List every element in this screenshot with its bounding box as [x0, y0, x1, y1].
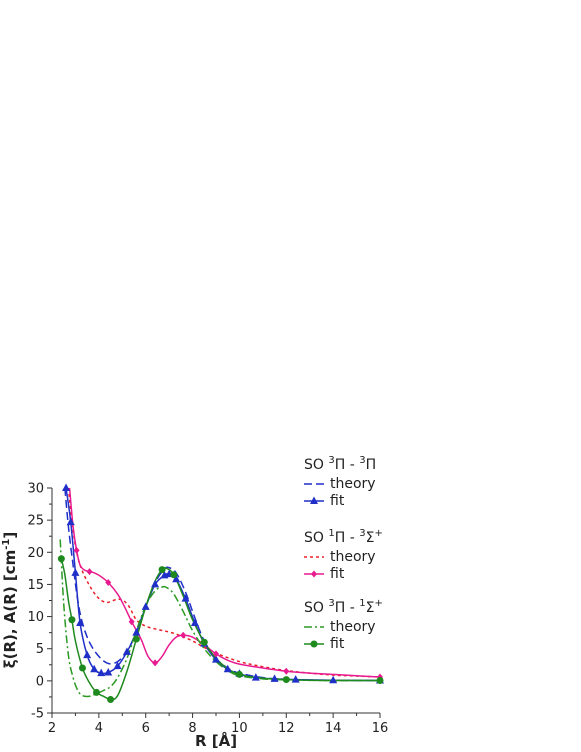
- series-0-fit-point: [62, 483, 71, 491]
- series-2-fit-point: [78, 664, 86, 672]
- series-0-fit-point: [104, 668, 113, 676]
- series-0-fit-point: [270, 674, 279, 682]
- x-tick-label: 16: [372, 721, 389, 736]
- series-2-theory-line: [59, 539, 380, 698]
- y-tick-label: 5: [36, 642, 44, 657]
- series-1-fit-point: [152, 659, 159, 667]
- series-0-fit-point: [83, 650, 92, 659]
- series-0-fit-point: [291, 675, 300, 683]
- legend-fit-label: fit: [330, 636, 345, 652]
- series-0-fit-point: [76, 618, 85, 626]
- series-2-fit-point: [158, 566, 166, 574]
- series-1-fit-point: [73, 546, 80, 554]
- legend-fit-marker: [311, 570, 317, 578]
- series-2-fit-point: [68, 616, 76, 624]
- markers-layer: [57, 483, 384, 703]
- series-0-fit-point: [141, 602, 150, 610]
- series-0-fit-point: [172, 574, 181, 583]
- y-tick-label: 15: [27, 578, 44, 593]
- series-2-fit-point: [170, 571, 178, 579]
- x-tick-label: 4: [95, 721, 103, 736]
- series-0-fit-point: [97, 668, 106, 677]
- series-0-fit-point: [66, 517, 75, 526]
- legend-fit-label: fit: [330, 566, 345, 582]
- series-2-fit-point: [57, 555, 65, 563]
- y-tick-label: 10: [27, 610, 44, 625]
- x-tick-label: 2: [48, 721, 56, 736]
- y-tick-label: 0: [36, 674, 44, 689]
- series-1-fit-point: [213, 650, 219, 658]
- series-0-fit-point: [122, 647, 131, 655]
- series-1-fit-point: [283, 667, 290, 675]
- series-0-fit-point: [251, 673, 260, 681]
- series-1-fit-point: [86, 568, 93, 576]
- y-tick-label: -5: [31, 707, 44, 722]
- legend-fit-marker: [310, 496, 318, 504]
- series-2-fit-point: [282, 676, 290, 684]
- legend-fit-marker: [310, 640, 318, 648]
- y-tick-label: 30: [27, 482, 44, 497]
- series-0-fit-point: [212, 655, 220, 663]
- legend-theory-label: theory: [330, 549, 376, 565]
- legend-group-title: SO 3Π - 3Π: [304, 455, 376, 473]
- x-tick-label: 8: [188, 721, 196, 736]
- series-0-fit-point: [90, 664, 99, 673]
- x-tick-label: 10: [231, 721, 248, 736]
- series-1-fit-point: [128, 618, 135, 626]
- series-2-fit-point: [235, 670, 243, 678]
- axes: 2 4 6 8 10 12 14 16 -5 0 5 10 15 20 25 30: [27, 482, 388, 737]
- series-0-fit-point: [151, 579, 160, 588]
- x-axis-label: R [Å]: [195, 731, 237, 750]
- series-2-fit-point: [107, 696, 115, 703]
- legend-theory-label: theory: [330, 476, 376, 492]
- legend-fit-label: fit: [330, 493, 345, 509]
- series-0-fit-point: [132, 628, 141, 636]
- series-0-fit-point: [190, 618, 199, 626]
- y-axis-label: ξ(R), A(R) [cm-1]: [1, 532, 19, 668]
- series-0-fit-point: [71, 568, 80, 576]
- y-axis-title: ξ(R), A(R) [cm-1]: [1, 532, 19, 668]
- series-2-fit-point: [200, 638, 208, 646]
- legend-group-title: SO 1Π - 3Σ+: [304, 528, 383, 546]
- y-tick-label: 25: [27, 514, 44, 529]
- x-tick-label: 6: [142, 721, 150, 736]
- series-0-fit-point: [113, 661, 122, 670]
- series-layer: [59, 488, 380, 701]
- series-1-fit-point: [180, 631, 187, 639]
- series-0-fit-point: [223, 664, 232, 673]
- series-0-fit-point: [181, 594, 190, 602]
- x-tick-label: 14: [325, 721, 342, 736]
- legend-group-title: SO 3Π - 1Σ+: [304, 598, 383, 616]
- series-2-fit-point: [132, 635, 140, 643]
- series-2-fit-point: [93, 688, 101, 696]
- series-1-fit-point: [105, 579, 112, 586]
- series-2-fit-point: [376, 677, 384, 685]
- series-0-fit-point: [329, 675, 338, 684]
- x-tick-label: 12: [278, 721, 295, 736]
- legend-theory-label: theory: [330, 619, 376, 635]
- y-tick-label: 20: [27, 546, 44, 561]
